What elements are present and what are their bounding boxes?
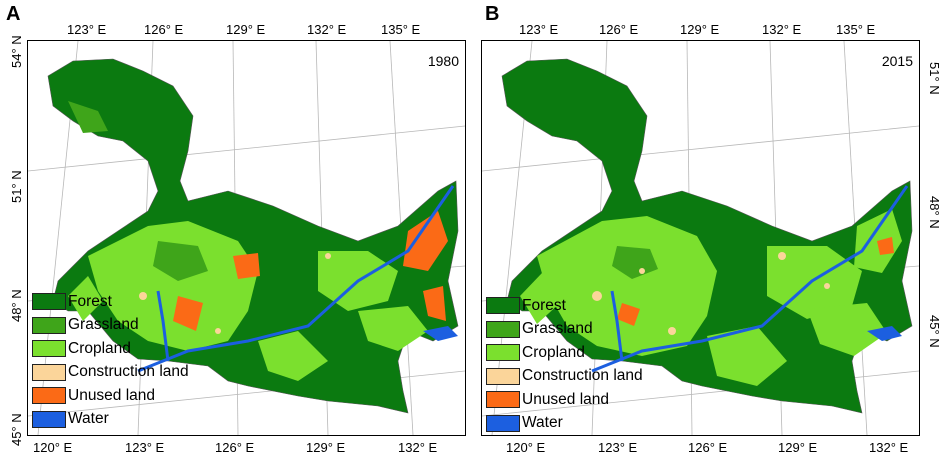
legend-swatch [32,340,66,358]
legend-item: Water [32,408,189,432]
left-lat-tick: 54° N [9,35,24,68]
panel-letter-b: B [485,3,500,25]
year-label: 1980 [427,53,459,69]
top-lon-tick: 123° E [67,22,107,37]
top-lon-tick: 129° E [680,22,720,37]
bottom-lon-tick: 126° E [215,440,255,455]
unused-land-patches [173,211,448,331]
top-lon-tick: 126° E [599,22,639,37]
legend-item: Unused land [32,384,189,408]
bottom-lon-tick: 126° E [688,440,728,455]
construction-land-patches [592,252,830,335]
legend: Forest Grassland Cropland Construction l… [32,290,189,431]
year-label: 2015 [881,53,913,69]
bottom-lon-tick: 120° E [33,440,73,455]
left-lat-tick: 51° N [9,170,24,203]
map-1980 [28,41,465,435]
bottom-lon-tick: 132° E [398,440,438,455]
bottom-lon-tick: 129° E [306,440,346,455]
top-lon-tick: 123° E [519,22,559,37]
map-frame-2015: 2015 Forest Grassland Cropland Construct… [481,40,920,436]
legend-item: Cropland [486,341,643,365]
bottom-lon-tick: 123° E [125,440,165,455]
legend-swatch [32,410,66,428]
legend-label: Cropland [68,339,131,357]
left-lat-tick: 45° N [9,413,24,446]
map-2015 [482,41,919,435]
bottom-lon-tick: 129° E [778,440,818,455]
legend-item: Construction land [486,365,643,389]
legend-swatch [486,320,520,338]
panel-letter-a: A [6,3,21,25]
legend-swatch [486,344,520,362]
legend-label: Grassland [68,316,139,334]
legend-swatch [32,293,66,311]
cropland-patches [68,221,428,381]
legend-swatch [486,414,520,432]
legend-label: Grassland [522,320,593,338]
legend-swatch [486,367,520,385]
legend-item: Cropland [32,337,189,361]
construction-land-patches [139,253,331,334]
legend-item: Construction land [32,361,189,385]
right-lat-tick: 48° N [927,196,942,229]
grassland-patches [68,101,208,281]
water-features [137,185,455,373]
bottom-lon-tick: 123° E [598,440,638,455]
top-lon-tick: 135° E [836,22,876,37]
top-lon-tick: 126° E [144,22,184,37]
legend-item: Forest [32,290,189,314]
left-lat-tick: 48° N [9,289,24,322]
right-lat-tick: 45° N [927,315,942,348]
map-frame-1980: 1980 Forest Grassland Cropland Construct… [27,40,466,436]
legend-label: Construction land [522,367,643,385]
legend-item: Unused land [486,388,643,412]
legend-swatch [32,387,66,405]
legend-label: Water [522,414,563,432]
legend-swatch [32,363,66,381]
top-lon-tick: 132° E [307,22,347,37]
legend-label: Forest [68,292,112,310]
legend-item: Forest [486,294,643,318]
legend-item: Water [486,412,643,436]
top-lon-tick: 132° E [762,22,802,37]
unused-land-patches [617,237,894,326]
legend-label: Forest [522,296,566,314]
legend-label: Construction land [68,363,189,381]
legend-label: Water [68,410,109,428]
legend-label: Unused land [68,386,156,404]
legend-label: Unused land [522,390,610,408]
grassland-patches [612,246,658,279]
right-lat-tick: 51° N [927,62,942,95]
water-body [423,326,458,341]
legend-item: Grassland [32,314,189,338]
bottom-lon-tick: 120° E [506,440,546,455]
water-features [591,185,909,373]
legend-swatch [32,316,66,334]
top-lon-tick: 129° E [226,22,266,37]
bottom-lon-tick: 132° E [869,440,909,455]
legend-swatch [486,297,520,315]
legend: Forest Grassland Cropland Construction l… [486,294,643,435]
legend-label: Cropland [522,343,585,361]
legend-item: Grassland [486,318,643,342]
water-body [867,326,902,341]
cropland-patches [520,209,902,386]
top-lon-tick: 135° E [381,22,421,37]
legend-swatch [486,391,520,409]
